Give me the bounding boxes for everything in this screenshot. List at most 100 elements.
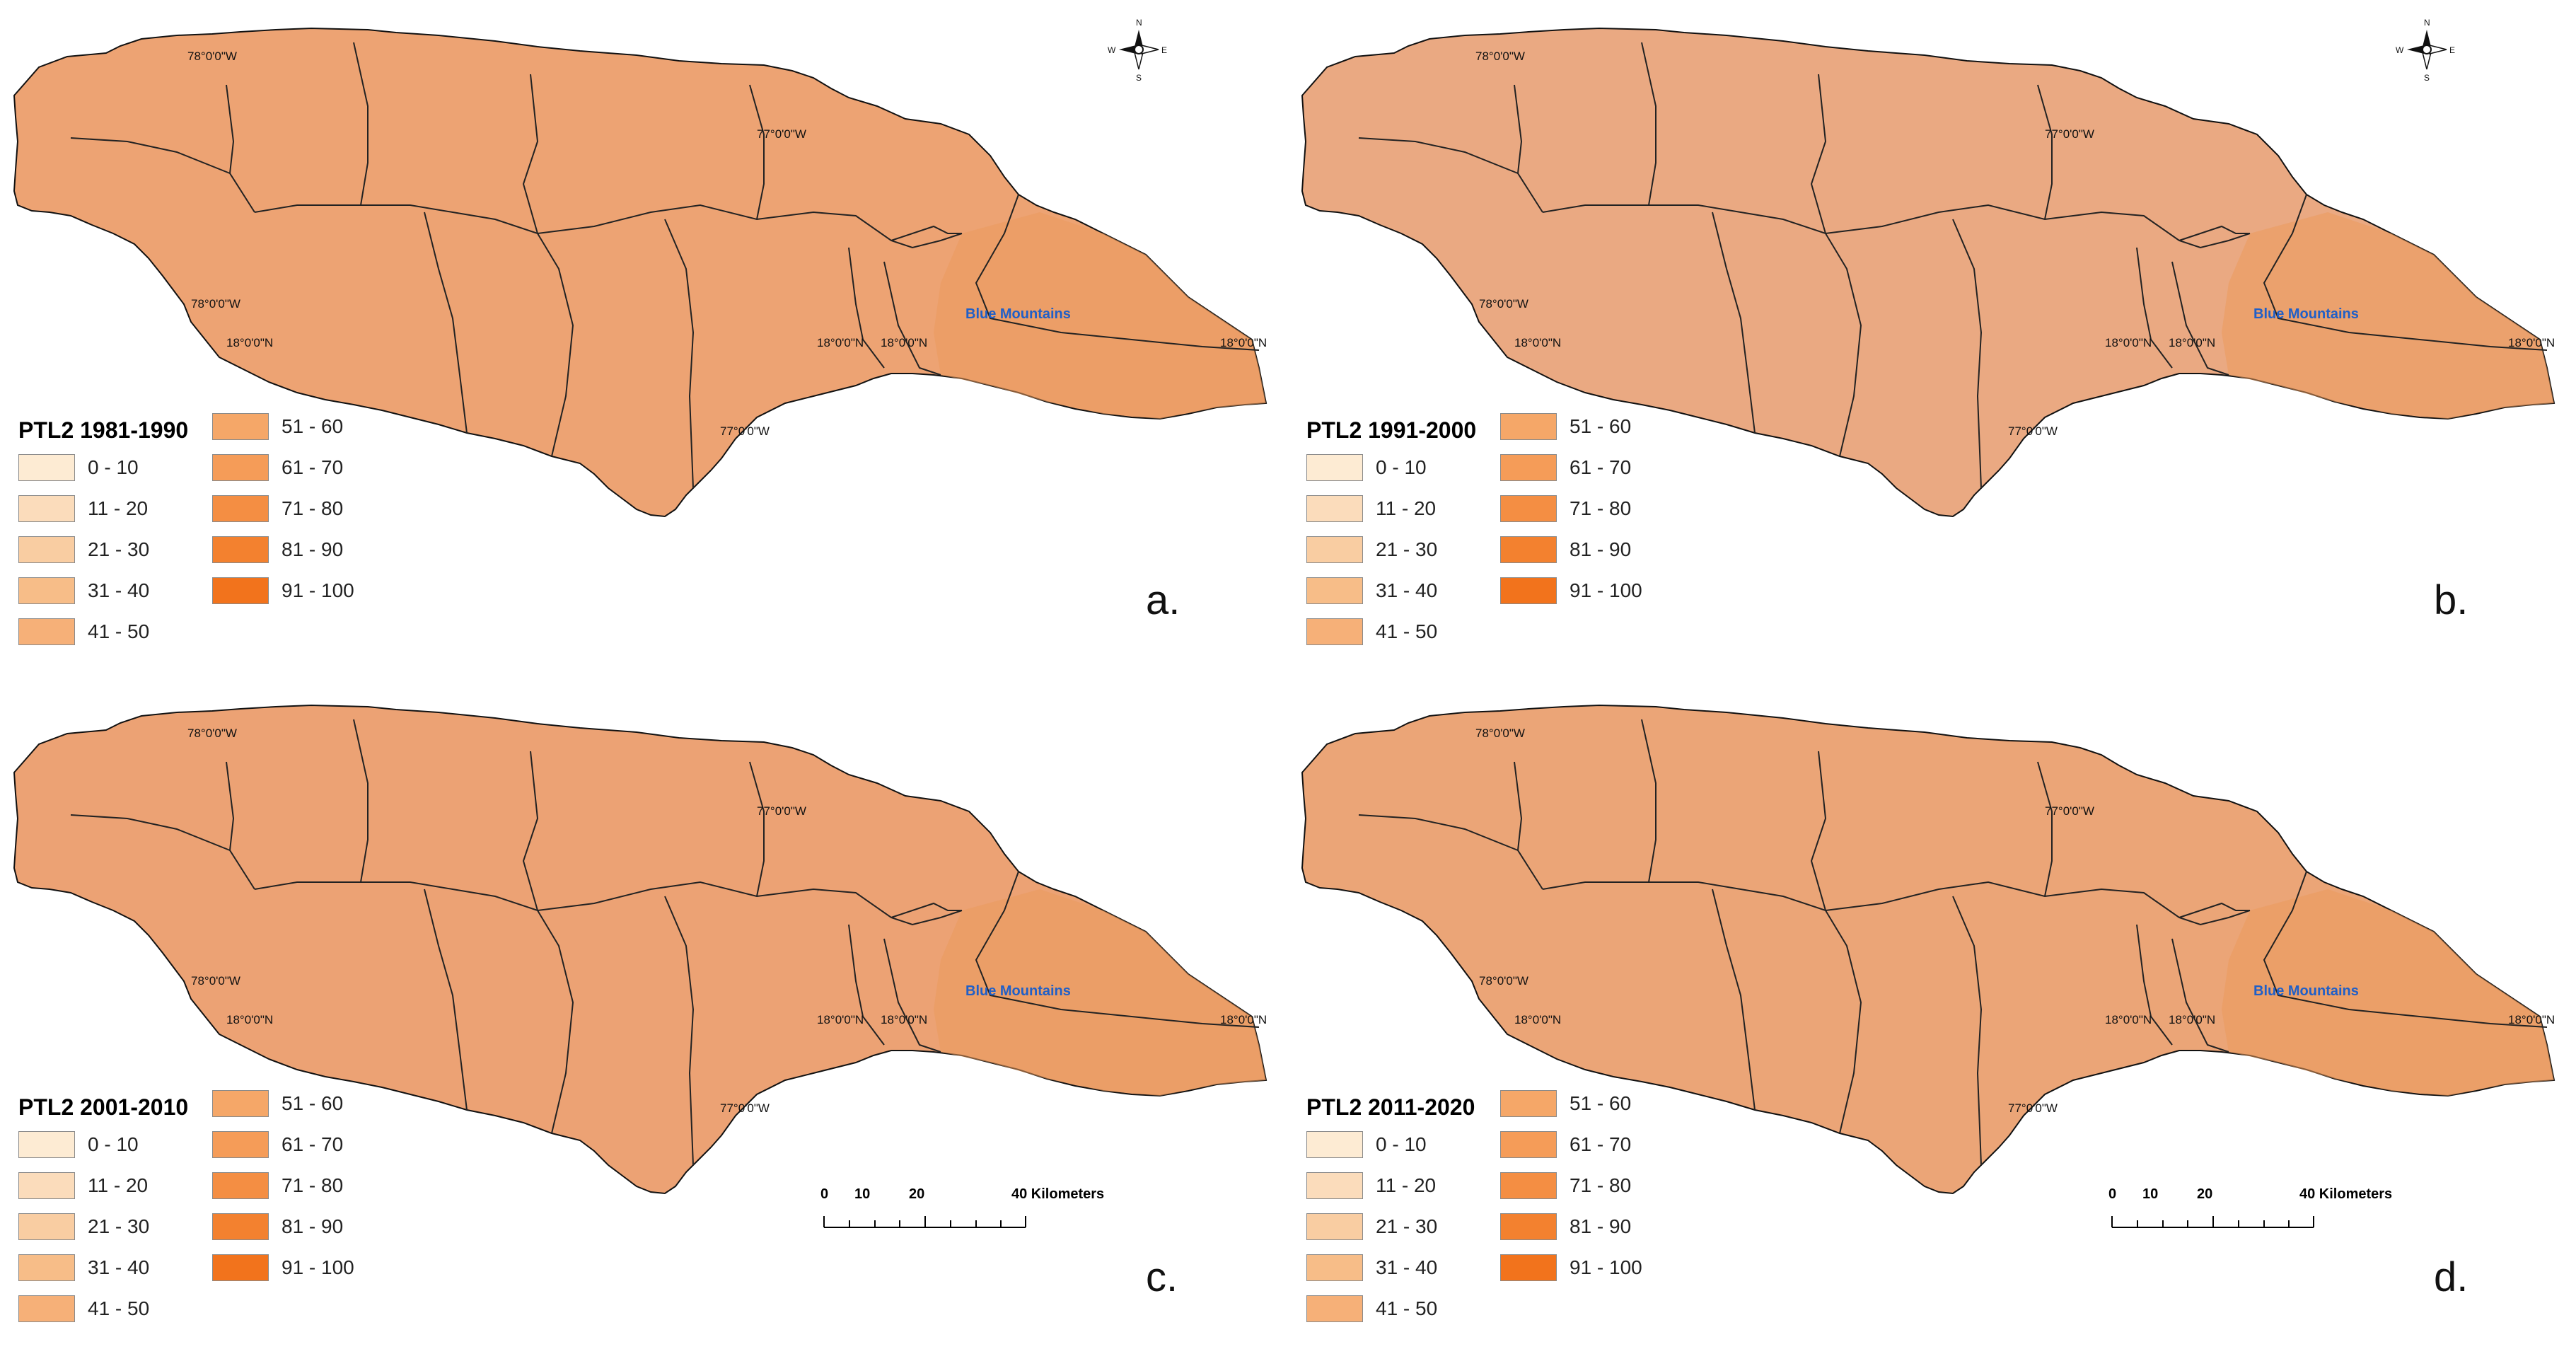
lon-label-78w-lower: 78°0'0"W	[191, 974, 240, 988]
scale-tick-label: 40 Kilometers	[1011, 1186, 1105, 1202]
island-outline	[1301, 704, 2555, 1195]
graticule-labels: 78°0'0"W 78°0'0"W 18°0'0"N 77°0'0"W 77°0…	[1475, 50, 2555, 438]
lon-label-77w-lower: 77°0'0"W	[2008, 1101, 2058, 1115]
legend-column-2: 51 - 60 61 - 70 71 - 80 81 - 90 91 - 100	[212, 1089, 396, 1294]
blue-mountains-label: Blue Mountains	[2253, 306, 2359, 322]
legend-label: 91 - 100	[1570, 1256, 1642, 1278]
legend-label: 21 - 30	[1376, 538, 1438, 560]
legend-label: 81 - 90	[282, 1215, 344, 1237]
legend-swatch	[1306, 495, 1363, 522]
legend-item: 31 - 40	[1306, 576, 1490, 617]
jamaica-map: 78°0'0"W 78°0'0"W 18°0'0"N 77°0'0"W 77°0…	[1301, 704, 2555, 1195]
lat-label-18n-mid2: 18°0'0"N	[881, 336, 927, 349]
legend-item: 0 - 10	[1306, 1130, 1490, 1171]
lat-label-18n-mid: 18°0'0"N	[2105, 1013, 2152, 1026]
scale-tick-label: 0	[2108, 1186, 2117, 1202]
legend-item: 0 - 10	[18, 453, 202, 494]
legend-item: 51 - 60	[212, 1089, 396, 1130]
lat-label-18n-east: 18°0'0"N	[2508, 336, 2555, 349]
east-region-shade	[934, 889, 1266, 1096]
legend-item: 51 - 60	[1500, 412, 1684, 453]
lat-label-18n-west: 18°0'0"N	[1514, 336, 1561, 349]
legend-title: PTL2 1981-1990	[18, 417, 189, 443]
legend-column-1: 0 - 10 11 - 20 21 - 30 31 - 40 41 - 50	[18, 453, 202, 658]
jamaica-map: 78°0'0"W 78°0'0"W 18°0'0"N 77°0'0"W 77°0…	[1301, 18, 2555, 518]
legend-title: PTL2 2001-2010	[18, 1094, 189, 1120]
legend-title: PTL2 1991-2000	[1306, 417, 1477, 443]
scale-tick-label: 0	[820, 1186, 829, 1202]
legend-label: 91 - 100	[282, 1256, 354, 1278]
legend-item: 81 - 90	[1500, 1212, 1684, 1253]
legend-swatch	[1500, 413, 1557, 440]
lat-label-18n-mid: 18°0'0"N	[817, 336, 864, 349]
scale-tick-label: 10	[2142, 1186, 2159, 1202]
north-arrow: N S E W	[2396, 18, 2455, 83]
lat-label-18n-mid2: 18°0'0"N	[2169, 1013, 2215, 1026]
legend-swatch	[1500, 1172, 1557, 1199]
scale-bar: 0 10 20 40 Kilometers	[820, 1186, 1188, 1243]
legend-label: 71 - 80	[282, 1174, 344, 1196]
legend-label: 11 - 20	[1376, 1174, 1437, 1196]
north-arrow: N S E W	[1108, 18, 1167, 83]
legend-swatch	[1500, 1090, 1557, 1117]
legend-swatch	[1306, 618, 1363, 645]
legend-swatch	[1306, 536, 1363, 563]
graticule-labels: 78°0'0"W 78°0'0"W 18°0'0"N 77°0'0"W 77°0…	[187, 727, 1267, 1115]
lat-label-18n-mid: 18°0'0"N	[817, 1013, 864, 1026]
scale-bar: 0 10 20 40 Kilometers	[2108, 1186, 2476, 1243]
panel-letter: a.	[1146, 577, 1180, 623]
scale-tick-label: 40 Kilometers	[2299, 1186, 2393, 1202]
panel-letter: d.	[2434, 1254, 2468, 1300]
legend-label: 51 - 60	[1570, 1092, 1632, 1114]
legend-swatch	[1306, 454, 1363, 481]
legend-swatch	[18, 1254, 75, 1281]
lon-label-78w: 78°0'0"W	[187, 50, 237, 63]
lat-label-18n-mid: 18°0'0"N	[2105, 336, 2152, 349]
legend-item: 21 - 30	[18, 1212, 202, 1253]
legend-item: 61 - 70	[1500, 1130, 1684, 1171]
legend-item: 61 - 70	[1500, 453, 1684, 494]
legend-item: 31 - 40	[1306, 1253, 1490, 1294]
legend-swatch	[1306, 1172, 1363, 1199]
legend-label: 21 - 30	[88, 1215, 150, 1237]
legend-swatch	[1306, 1213, 1363, 1240]
legend-swatch	[1500, 454, 1557, 481]
legend-column-1: 0 - 10 11 - 20 21 - 30 31 - 40 41 - 50	[1306, 453, 1490, 658]
lon-label-77w-lower: 77°0'0"W	[2008, 424, 2058, 438]
legend-label: 31 - 40	[88, 1256, 150, 1278]
legend-label: 41 - 50	[88, 620, 150, 642]
lon-label-78w: 78°0'0"W	[187, 727, 237, 740]
legend-item: 61 - 70	[212, 453, 396, 494]
legend-label: 61 - 70	[282, 456, 344, 478]
parish-boundaries	[70, 42, 1260, 489]
svg-text:S: S	[2424, 73, 2430, 83]
graticule-labels: 78°0'0"W 78°0'0"W 18°0'0"N 77°0'0"W 77°0…	[1475, 727, 2555, 1115]
legend-item: 71 - 80	[1500, 1171, 1684, 1212]
legend-label: 71 - 80	[1570, 497, 1632, 519]
legend-label: 81 - 90	[282, 538, 344, 560]
legend-item: 91 - 100	[1500, 1253, 1684, 1294]
blue-mountains-label: Blue Mountains	[965, 306, 1071, 322]
legend-swatch	[1306, 577, 1363, 604]
parish-boundaries	[1358, 719, 2548, 1166]
lat-label-18n-east: 18°0'0"N	[1220, 336, 1267, 349]
legend-swatch	[18, 1295, 75, 1322]
legend-label: 91 - 100	[282, 579, 354, 601]
legend-swatch	[18, 1131, 75, 1158]
east-region-shade	[2222, 212, 2554, 419]
legend-item: 71 - 80	[212, 494, 396, 535]
legend-item: 11 - 20	[18, 494, 202, 535]
lon-label-77w-lower: 77°0'0"W	[720, 424, 770, 438]
legend-label: 41 - 50	[1376, 1297, 1438, 1319]
svg-text:E: E	[1161, 45, 1167, 55]
legend-swatch	[1500, 577, 1557, 604]
blue-mountains-label: Blue Mountains	[965, 983, 1071, 999]
east-region-shade	[2222, 889, 2554, 1096]
legend-label: 91 - 100	[1570, 579, 1642, 601]
legend-item: 81 - 90	[212, 1212, 396, 1253]
legend-column-1: 0 - 10 11 - 20 21 - 30 31 - 40 41 - 50	[18, 1130, 202, 1335]
legend-item: 31 - 40	[18, 1253, 202, 1294]
legend-swatch	[1500, 1254, 1557, 1281]
legend-item: 41 - 50	[1306, 1294, 1490, 1335]
legend-label: 71 - 80	[1570, 1174, 1632, 1196]
